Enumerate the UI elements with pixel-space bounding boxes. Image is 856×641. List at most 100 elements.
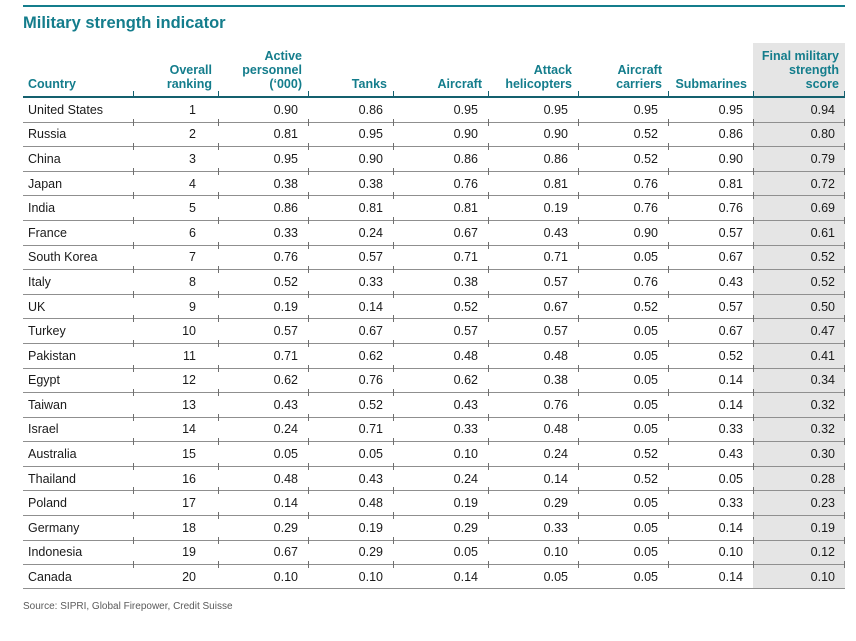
- cell-active-personnel-000: 0.81: [218, 118, 308, 147]
- cell-country: Pakistan: [23, 342, 133, 368]
- source-note: Source: SIPRI, Global Firepower, Credit …: [23, 600, 233, 612]
- cell-tanks: 0.86: [358, 102, 383, 117]
- cell-tanks: 0.38: [308, 167, 393, 196]
- cell-attack-helicopters: 0.57: [488, 315, 578, 343]
- cell-tanks: 0.14: [308, 290, 393, 319]
- cell-aircraft: 0.24: [393, 462, 488, 491]
- cell-overall-ranking: 8: [133, 266, 218, 294]
- military-strength-table: Country Overall ranking Active personnel (…: [23, 42, 845, 589]
- column-header-submarines: Submarines: [668, 43, 753, 98]
- cell-submarines: 0.33: [668, 413, 753, 442]
- cell-submarines: 0.10: [668, 536, 753, 565]
- cell-attack-helicopters: 0.29: [488, 487, 578, 515]
- cell-submarines: 0.57: [668, 216, 753, 245]
- cell-tanks: 0.48: [308, 487, 393, 515]
- cell-overall-ranking: 6: [133, 216, 218, 245]
- cell-overall-ranking: 10: [133, 315, 218, 343]
- cell-tanks: 0.67: [308, 315, 393, 343]
- cell-aircraft: 0.10: [393, 438, 488, 466]
- cell-aircraft: 0.43: [393, 389, 488, 417]
- cell-submarines: 0.43: [668, 266, 753, 294]
- cell-aircraft-carriers: 0.05: [578, 512, 668, 540]
- cell-country: Egypt: [23, 367, 133, 393]
- table-header-row: Country Overall ranking Active personnel (…: [23, 42, 845, 98]
- cell-overall-ranking: 15: [133, 438, 218, 466]
- cell-aircraft: 0.48: [393, 339, 488, 368]
- cell-submarines: 0.05: [668, 462, 753, 491]
- cell-attack-helicopters: 0.24: [488, 438, 578, 466]
- cell-active-personnel-000: 0.29: [218, 512, 308, 540]
- cell-country: South Korea: [23, 244, 133, 270]
- cell-tanks: 0.24: [308, 216, 393, 245]
- table-row-united-states: United States 1 0.90 0.86 0.95 0.95 0.95 0.95 0.…: [23, 97, 845, 122]
- cell-tanks: 0.19: [308, 512, 393, 540]
- cell-country: China: [23, 146, 133, 171]
- cell-final-military-strength-score: 0.23: [753, 487, 845, 516]
- cell-final-military-strength-score: 0.52: [753, 266, 845, 294]
- cell-final-military-strength-score: 0.69: [753, 192, 845, 220]
- column-header-overall-ranking: Overall ranking: [133, 43, 218, 98]
- cell-aircraft-carriers: 0.76: [578, 192, 668, 220]
- cell-aircraft: 0.90: [393, 118, 488, 147]
- cell-country: UK: [23, 293, 133, 319]
- cell-submarines: 0.86: [668, 118, 753, 147]
- table-header: Country Overall ranking Active personnel (…: [23, 42, 845, 98]
- cell-aircraft: 0.71: [393, 241, 488, 270]
- cell-aircraft-carriers: 0.05: [578, 315, 668, 343]
- cell-submarines: 0.95: [718, 102, 743, 117]
- cell-aircraft: 0.33: [393, 413, 488, 442]
- cell-aircraft-carriers: 0.52: [578, 143, 668, 171]
- cell-aircraft-carriers: 0.76: [578, 266, 668, 294]
- cell-country: Russia: [23, 121, 133, 147]
- table-row-egypt: Egypt 12 0.62 0.76 0.62 0.38 0.05 0.14 0.34: [23, 364, 845, 393]
- cell-aircraft: 0.19: [393, 487, 488, 515]
- cell-final-military-strength-score: 0.12: [753, 536, 845, 565]
- cell-active-personnel-000: 0.62: [218, 364, 308, 393]
- table-row-india: India 5 0.86 0.81 0.81 0.19 0.76 0.76 0.69: [23, 192, 845, 220]
- table-row-russia: Russia 2 0.81 0.95 0.90 0.90 0.52 0.86 0.80: [23, 118, 845, 147]
- cell-country: Canada: [23, 564, 133, 589]
- cell-aircraft-carriers: 0.05: [578, 241, 668, 270]
- cell-submarines: 0.14: [668, 561, 753, 589]
- cell-attack-helicopters: 0.38: [488, 364, 578, 393]
- cell-overall-ranking: 11: [133, 339, 218, 368]
- cell-aircraft-carriers: 0.05: [578, 536, 668, 565]
- cell-final-military-strength-score: 0.10: [753, 561, 845, 589]
- cell-aircraft-carriers: 0.52: [578, 118, 668, 147]
- cell-tanks: 0.71: [308, 413, 393, 442]
- cell-active-personnel-000: 0.67: [218, 536, 308, 565]
- cell-country: India: [23, 195, 133, 220]
- cell-tanks: 0.05: [308, 438, 393, 466]
- cell-overall-ranking: 12: [133, 364, 218, 393]
- cell-active-personnel-000: 0.71: [218, 339, 308, 368]
- cell-overall-ranking: 13: [133, 389, 218, 417]
- cell-attack-helicopters: 0.95: [543, 102, 568, 117]
- cell-aircraft: 0.14: [393, 561, 488, 589]
- cell-attack-helicopters: 0.90: [488, 118, 578, 147]
- cell-tanks: 0.76: [308, 364, 393, 393]
- cell-overall-ranking: 20: [133, 561, 218, 589]
- cell-overall-ranking: 17: [133, 487, 218, 515]
- cell-final-military-strength-score: 0.34: [753, 364, 845, 393]
- cell-tanks: 0.10: [308, 561, 393, 589]
- cell-attack-helicopters: 0.10: [488, 536, 578, 565]
- cell-tanks: 0.57: [308, 241, 393, 270]
- cell-attack-helicopters: 0.19: [488, 192, 578, 220]
- cell-active-personnel-000: 0.33: [218, 216, 308, 245]
- cell-aircraft-carriers: 0.95: [633, 102, 658, 117]
- cell-submarines: 0.14: [668, 512, 753, 540]
- cell-final-military-strength-score: 0.28: [753, 462, 845, 491]
- table-row-south-korea: South Korea 7 0.76 0.57 0.71 0.71 0.05 0.67 0.52: [23, 241, 845, 270]
- top-divider: [23, 5, 845, 7]
- cell-tanks: 0.81: [308, 192, 393, 220]
- cell-overall-ranking: 2: [133, 118, 218, 147]
- cell-attack-helicopters: 0.86: [488, 143, 578, 171]
- cell-overall-ranking: 19: [133, 536, 218, 565]
- cell-aircraft-carriers: 0.05: [578, 561, 668, 589]
- cell-aircraft-carriers: 0.90: [578, 216, 668, 245]
- cell-aircraft: 0.67: [393, 216, 488, 245]
- cell-active-personnel-000: 0.57: [218, 315, 308, 343]
- cell-tanks: 0.29: [308, 536, 393, 565]
- cell-aircraft-carriers: 0.52: [578, 462, 668, 491]
- cell-active-personnel-000: 0.05: [218, 438, 308, 466]
